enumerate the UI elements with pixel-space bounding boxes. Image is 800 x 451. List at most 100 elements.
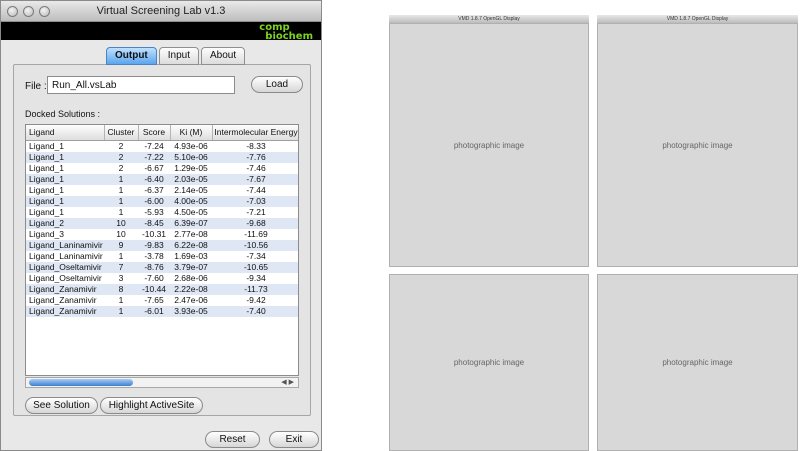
table-cell-energy: -11.69 <box>244 228 268 239</box>
scroll-arrows-icon[interactable]: ◀ ▶ <box>281 379 294 386</box>
table-row[interactable]: Ligand_1 2 -7.22 5.10e-06 -7.76 <box>26 151 298 163</box>
horizontal-scrollbar[interactable]: ◀ ▶ <box>25 377 299 388</box>
table-cell-score: -6.37 <box>144 184 164 195</box>
table-cell-score: -8.45 <box>138 217 170 229</box>
table-cell-ki: 3.93e-05 <box>170 305 212 317</box>
table-row[interactable]: Ligand_Zanamivir 8 -10.44 2.22e-08 -11.73 <box>26 283 298 295</box>
file-label: File : <box>25 81 47 92</box>
table-cell-ki: 6.39e-07 <box>170 217 212 229</box>
table-cell-score: -9.83 <box>138 239 170 251</box>
table-row[interactable]: Ligand_Zanamivir 1 -7.65 2.47e-06 -9.42 <box>26 294 298 306</box>
table-cell-ligand: Ligand_1 <box>29 140 64 151</box>
tab-output[interactable]: Output <box>106 47 157 65</box>
exit-button[interactable]: Exit <box>269 431 319 448</box>
table-cell-ki: 2.14e-05 <box>174 184 208 195</box>
column-header-cluster[interactable]: Cluster <box>104 125 139 141</box>
table-cell-energy: -7.76 <box>212 151 298 163</box>
table-cell-energy: -7.40 <box>212 305 298 317</box>
table-cell-cluster: 1 <box>118 184 124 195</box>
table-row[interactable]: Ligand_2 10 -8.45 6.39e-07 -9.68 <box>26 217 298 229</box>
table-row[interactable]: Ligand_1 1 -6.00 4.00e-05 -7.03 <box>26 195 298 207</box>
tab-input[interactable]: Input <box>158 47 200 65</box>
tab-bar: Output Input About <box>106 47 246 65</box>
table-cell-cluster: 3 <box>118 272 124 283</box>
table-row[interactable]: Ligand_3 10 -10.31 2.77e-08 -11.69 <box>26 228 298 240</box>
tab-about[interactable]: About <box>201 47 246 65</box>
table-cell-energy: -8.33 <box>246 140 266 151</box>
table-row[interactable]: Ligand_1 2 -7.24 4.93e-06 -8.33 <box>26 140 298 152</box>
docked-solutions-table[interactable]: Ligand Cluster Score Ki (M) Intermolecul… <box>25 124 299 376</box>
column-header-ligand[interactable]: Ligand <box>26 125 105 141</box>
table-row[interactable]: Ligand_Oseltamivir 3 -7.60 2.68e-06 -9.34 <box>26 272 298 284</box>
table-cell-ligand: Ligand_1 <box>29 162 64 173</box>
see-solution-button[interactable]: See Solution <box>25 397 98 414</box>
window-titlebar: Virtual Screening Lab v1.3 <box>1 1 321 22</box>
binding-site-green-image: photographic image <box>389 274 589 451</box>
column-header-ki[interactable]: Ki (M) <box>170 125 213 141</box>
table-row[interactable]: Ligand_Laninamivir 1 -3.78 1.69e-03 -7.34 <box>26 250 298 262</box>
binding-site-render-green: photographic image <box>389 274 589 451</box>
load-button[interactable]: Load <box>251 76 303 93</box>
file-input[interactable] <box>47 76 235 94</box>
table-cell-ki: 4.00e-05 <box>170 195 212 207</box>
table-row[interactable]: Ligand_Oseltamivir 7 -8.76 3.79e-07 -10.65 <box>26 261 298 273</box>
table-cell-ligand: Ligand_Zanamivir <box>26 305 104 317</box>
table-cell-cluster: 9 <box>104 239 138 251</box>
table-row[interactable]: Ligand_1 1 -6.37 2.14e-05 -7.44 <box>26 184 298 196</box>
highlight-activesite-button[interactable]: Highlight ActiveSite <box>100 397 203 414</box>
table-cell-energy: -7.03 <box>212 195 298 207</box>
table-cell-ki: 2.77e-08 <box>174 228 208 239</box>
table-cell-energy: -7.34 <box>246 250 266 261</box>
table-cell-ki: 2.03e-05 <box>170 173 212 185</box>
table-cell-cluster: 1 <box>104 195 138 207</box>
table-cell-ki: 1.29e-05 <box>174 162 208 173</box>
table-cell-score: -7.60 <box>144 272 164 283</box>
table-cell-ligand: Ligand_1 <box>26 173 104 185</box>
table-cell-score: -6.00 <box>138 195 170 207</box>
scrollbar-thumb[interactable] <box>29 379 133 386</box>
table-cell-score: -10.44 <box>138 283 170 295</box>
table-cell-energy: -7.67 <box>212 173 298 185</box>
table-cell-cluster: 1 <box>104 305 138 317</box>
table-header-row: Ligand Cluster Score Ki (M) Intermolecul… <box>26 125 298 141</box>
table-cell-cluster: 8 <box>104 283 138 295</box>
table-cell-ligand: Ligand_3 <box>29 228 64 239</box>
table-cell-ki: 2.68e-06 <box>174 272 208 283</box>
table-cell-energy: -7.21 <box>246 206 266 217</box>
docked-solutions-label: Docked Solutions : <box>25 109 101 119</box>
table-row[interactable]: Ligand_1 2 -6.67 1.29e-05 -7.46 <box>26 162 298 174</box>
table-cell-score: -10.31 <box>141 228 167 239</box>
table-cell-cluster: 2 <box>118 162 124 173</box>
protein-surface-image: photographic image <box>389 23 589 267</box>
table-cell-score: -5.93 <box>144 206 164 217</box>
table-cell-energy: -9.42 <box>246 294 266 305</box>
table-cell-ligand: Ligand_Zanamivir <box>29 294 97 305</box>
table-cell-cluster: 7 <box>104 261 138 273</box>
ligand-pocket-image: photographic image <box>597 23 798 267</box>
column-header-score[interactable]: Score <box>138 125 171 141</box>
minimize-window-button[interactable] <box>23 6 34 17</box>
header-banner: comp biochem <box>1 22 321 42</box>
table-cell-energy: -7.44 <box>246 184 266 195</box>
table-cell-ki: 4.50e-05 <box>174 206 208 217</box>
table-cell-cluster: 2 <box>118 140 124 151</box>
vmd-display-ligand-pocket: VMD 1.8.7 OpenGL Display photographic im… <box>597 15 798 267</box>
window-title: Virtual Screening Lab v1.3 <box>96 5 226 17</box>
table-cell-ki: 1.69e-03 <box>174 250 208 261</box>
table-cell-cluster: 2 <box>104 151 138 163</box>
reset-button[interactable]: Reset <box>205 431 260 448</box>
table-row[interactable]: Ligand_Zanamivir 1 -6.01 3.93e-05 -7.40 <box>26 305 298 317</box>
table-row[interactable]: Ligand_1 1 -5.93 4.50e-05 -7.21 <box>26 206 298 218</box>
table-row[interactable]: Ligand_Laninamivir 9 -9.83 6.22e-08 -10.56 <box>26 239 298 251</box>
table-cell-ki: 2.47e-06 <box>174 294 208 305</box>
table-cell-ki: 6.22e-08 <box>170 239 212 251</box>
table-row[interactable]: Ligand_1 1 -6.40 2.03e-05 -7.67 <box>26 173 298 185</box>
table-cell-cluster: 1 <box>118 250 124 261</box>
column-header-intermolecular-energy[interactable]: Intermolecular Energy <box>212 125 298 141</box>
table-cell-cluster: 1 <box>104 173 138 185</box>
table-cell-ligand: Ligand_2 <box>26 217 104 229</box>
zoom-window-button[interactable] <box>39 6 50 17</box>
close-window-button[interactable] <box>7 6 18 17</box>
table-cell-energy: -7.46 <box>246 162 266 173</box>
table-cell-score: -6.01 <box>138 305 170 317</box>
